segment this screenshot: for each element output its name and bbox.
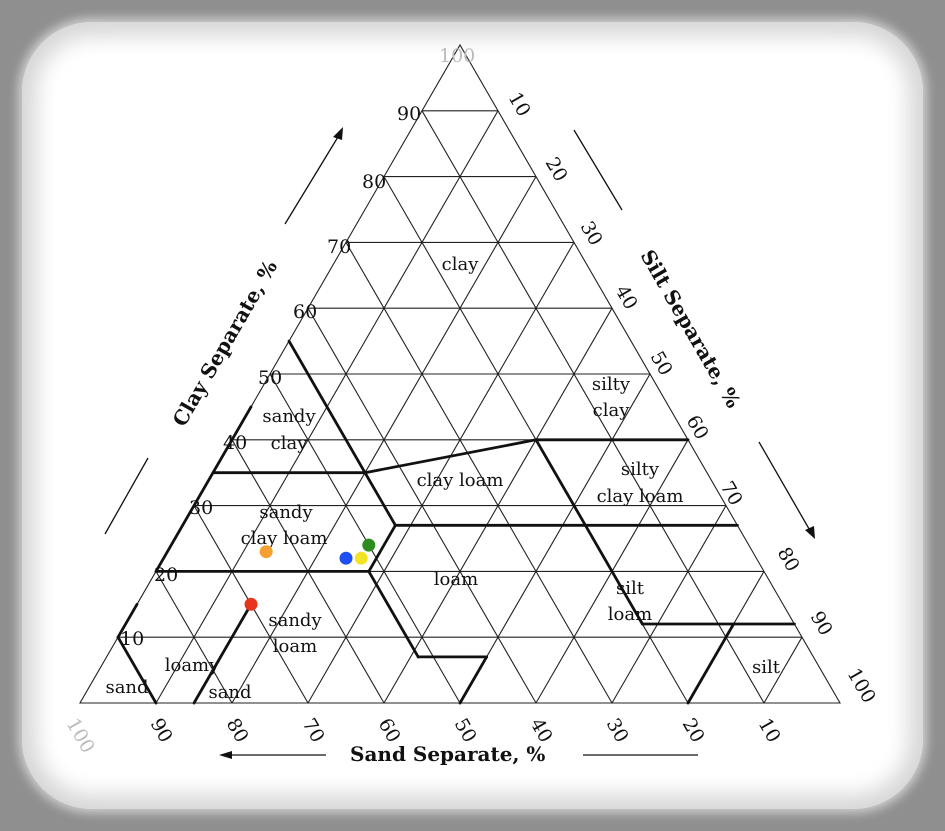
silt-tick-40: 40 xyxy=(611,282,642,314)
axis-arrows xyxy=(104,127,815,759)
silt-tick-70: 70 xyxy=(716,478,747,510)
silt-guide-line xyxy=(573,129,623,211)
region-label-silty-clay-2: clay xyxy=(593,400,631,421)
silt-tick-80: 80 xyxy=(773,544,804,576)
clay-axis-title: Clay Separate, % xyxy=(168,256,283,430)
class-boundary-20 xyxy=(116,635,158,705)
grid-line-silt-50 xyxy=(459,373,651,704)
region-label-silt-loam-1: silt xyxy=(616,578,645,599)
clay-tick-80: 80 xyxy=(362,171,386,193)
region-label-silt-loam-2: loam xyxy=(608,604,652,625)
region-label-sandy-clay-1: sandy xyxy=(262,406,316,427)
clay-arrow-head-icon xyxy=(333,127,343,140)
region-label-clay-loam: clay loam xyxy=(417,470,504,491)
grid-line-sand-30 xyxy=(345,242,613,704)
sand-tick-70: 70 xyxy=(298,715,329,747)
diagram-panel xyxy=(22,22,923,809)
region-label-sandy-clay-loam-2: clay loam xyxy=(241,528,328,549)
class-boundary-15 xyxy=(584,523,644,626)
sand-axis-title: Sand Separate, % xyxy=(350,742,545,766)
region-label-loamy-sand-1: loamy xyxy=(165,655,220,676)
silt-arrow-line xyxy=(758,441,813,535)
grid-line-sand-10 xyxy=(421,110,765,704)
region-label-silt: silt xyxy=(752,657,781,678)
silt-axis-title: Silt Separate, % xyxy=(636,246,746,412)
silt-tick-20: 20 xyxy=(541,154,572,186)
class-boundary-6 xyxy=(534,438,587,527)
clay-tick-90: 90 xyxy=(397,103,421,125)
class-boundary-3 xyxy=(363,471,397,527)
texture-class-boundaries xyxy=(116,339,796,705)
sand-tick-80: 80 xyxy=(222,715,253,747)
class-boundary-14 xyxy=(458,655,489,705)
grid-line-sand-50 xyxy=(269,373,461,704)
silt-tick-30: 30 xyxy=(576,218,607,250)
sand-tick-30: 30 xyxy=(602,715,633,747)
grid-line-sand-80 xyxy=(155,571,233,704)
class-boundary-9 xyxy=(367,523,397,573)
region-label-sandy-clay-loam-1: sandy xyxy=(259,502,313,523)
texture-class-labels: clay sandy clay silty clay clay loam sil… xyxy=(105,254,780,703)
class-boundary-19 xyxy=(116,602,139,639)
clay-tick-50: 50 xyxy=(258,367,282,389)
sand-tick-20: 20 xyxy=(678,715,709,747)
clay-tick-70: 70 xyxy=(327,236,351,258)
sample-point-5 xyxy=(362,538,376,552)
grid-line-silt-70 xyxy=(611,505,727,704)
silt-tick-10: 10 xyxy=(504,89,535,121)
sample-point-4 xyxy=(354,551,368,565)
sand-tick-10: 10 xyxy=(754,715,785,747)
class-boundary-21 xyxy=(192,602,253,705)
sample-points xyxy=(244,538,376,611)
silt-tick-90: 90 xyxy=(806,608,837,640)
region-label-sand: sand xyxy=(105,677,148,698)
sample-point-1 xyxy=(259,545,273,559)
class-boundary-2 xyxy=(287,339,367,475)
grid-line-silt-90 xyxy=(763,636,803,704)
clay-tick-10: 10 xyxy=(120,628,144,650)
sand-arrow-head-icon xyxy=(219,751,232,759)
silt-arrow-head-icon xyxy=(805,526,815,539)
region-label-sandy-loam-1: sandy xyxy=(268,610,322,631)
clay-tick-20: 20 xyxy=(154,564,178,586)
sand-tick-90: 90 xyxy=(146,715,177,747)
region-label-sandy-clay-2: clay xyxy=(271,433,309,454)
clay-tick-30: 30 xyxy=(189,497,213,519)
region-label-sandy-loam-2: loam xyxy=(273,636,317,657)
clay-guide-line xyxy=(104,457,149,535)
class-boundary-12 xyxy=(367,570,420,659)
class-boundary-17 xyxy=(686,622,735,705)
clay-arrow-line xyxy=(284,131,342,225)
grid-line-silt-30 xyxy=(307,242,575,704)
region-label-clay: clay xyxy=(442,254,480,275)
region-label-silty-clay-loam-2: clay loam xyxy=(597,486,684,507)
sand-tick-100: 100 xyxy=(62,715,99,757)
clay-tick-100: 100 xyxy=(439,45,475,67)
clay-tick-40: 40 xyxy=(223,432,247,454)
region-label-loamy-sand-2: sand xyxy=(208,682,251,703)
sample-point-3 xyxy=(339,551,353,565)
region-label-silty-clay-1: silty xyxy=(592,374,631,395)
clay-tick-60: 60 xyxy=(293,301,317,323)
region-label-silty-clay-loam-1: silty xyxy=(621,459,660,480)
class-boundary-0 xyxy=(211,405,253,475)
sample-point-2 xyxy=(244,597,258,611)
silt-tick-100: 100 xyxy=(843,665,880,707)
region-label-loam: loam xyxy=(434,569,478,590)
class-boundary-7 xyxy=(154,471,215,573)
class-boundary-4 xyxy=(363,438,538,475)
